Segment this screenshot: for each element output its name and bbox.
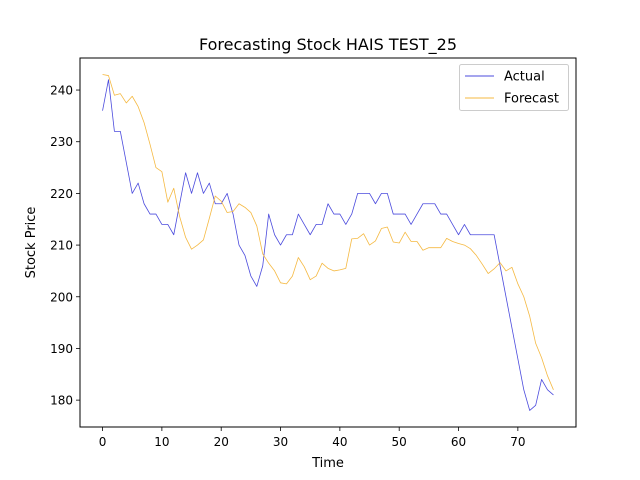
- x-tick-label: 0: [99, 435, 107, 449]
- y-tick-label: 190: [50, 342, 73, 356]
- y-axis-label: Stock Price: [24, 207, 39, 279]
- chart-title: Forecasting Stock HAIS TEST_25: [199, 35, 457, 55]
- x-axis-label: Time: [311, 456, 344, 471]
- plot-frame: [79, 57, 577, 428]
- legend-label-actual: Actual: [504, 70, 545, 85]
- y-tick-label: 180: [50, 394, 73, 408]
- x-tick-label: 10: [154, 435, 169, 449]
- y-axis-ticks: 180 190 200 210 220 230 240: [50, 84, 80, 408]
- y-tick-label: 200: [50, 290, 73, 304]
- x-tick-label: 40: [332, 435, 347, 449]
- x-tick-label: 20: [214, 435, 229, 449]
- y-tick-label: 230: [50, 135, 73, 149]
- x-tick-label: 70: [510, 435, 525, 449]
- x-tick-label: 50: [392, 435, 407, 449]
- legend: Actual Forecast: [459, 64, 569, 111]
- y-tick-label: 210: [50, 239, 73, 253]
- x-tick-label: 30: [273, 435, 288, 449]
- legend-label-forecast: Forecast: [504, 92, 559, 107]
- x-tick-label: 60: [451, 435, 466, 449]
- series-line-forecast: [102, 74, 554, 390]
- y-tick-label: 220: [50, 187, 73, 201]
- plot-lines: [102, 74, 554, 411]
- series-line-actual: [102, 79, 554, 411]
- y-tick-label: 240: [50, 84, 73, 98]
- x-axis-ticks: 0 10 20 30 40 50 60 70: [99, 427, 525, 449]
